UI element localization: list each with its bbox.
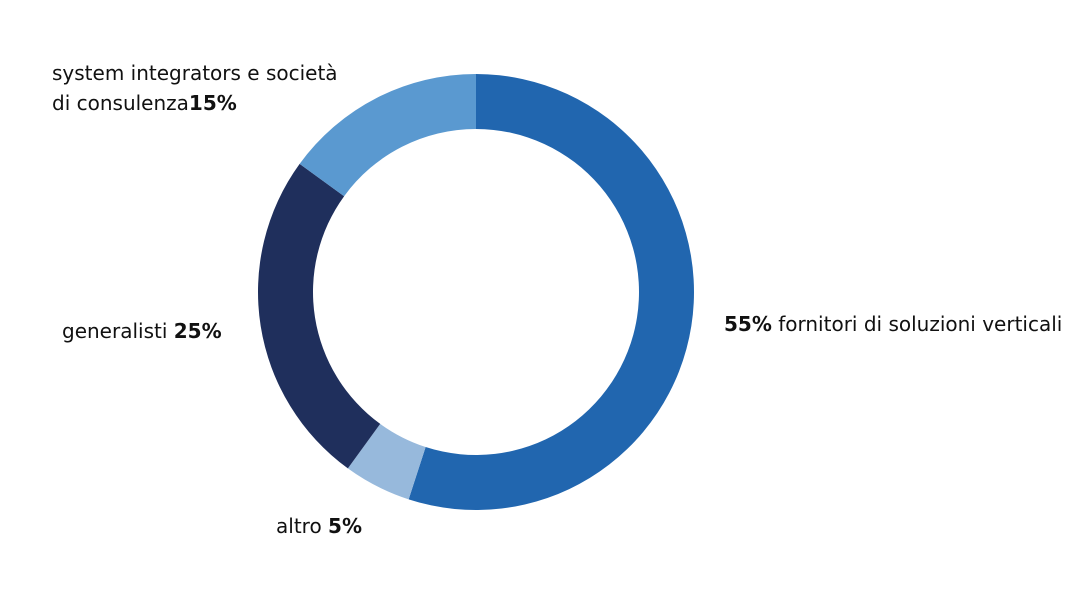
slice-altro <box>347 423 426 500</box>
label-system-integrators-line1: system integrators e società <box>52 61 338 85</box>
value-altro: 5% <box>328 514 363 538</box>
slice-system <box>299 74 476 197</box>
label-generalisti-text: generalisti <box>62 319 168 343</box>
label-fornitori-text: fornitori di soluzioni verticali <box>778 312 1063 336</box>
label-system-integrators-line2: di consulenza <box>52 91 189 115</box>
slice-generalisti <box>258 163 381 469</box>
label-fornitori: 55% fornitori di soluzioni verticali <box>724 309 1062 339</box>
slice-fornitori <box>408 74 695 511</box>
label-altro-text: altro <box>276 514 322 538</box>
label-altro: altro 5% <box>276 511 362 541</box>
label-generalisti: generalisti 25% <box>62 316 222 346</box>
label-system-integrators: system integrators e società di consulen… <box>52 58 338 118</box>
value-system-integrators: 15% <box>188 91 237 115</box>
value-fornitori: 55% <box>724 312 772 336</box>
value-generalisti: 25% <box>173 319 222 343</box>
